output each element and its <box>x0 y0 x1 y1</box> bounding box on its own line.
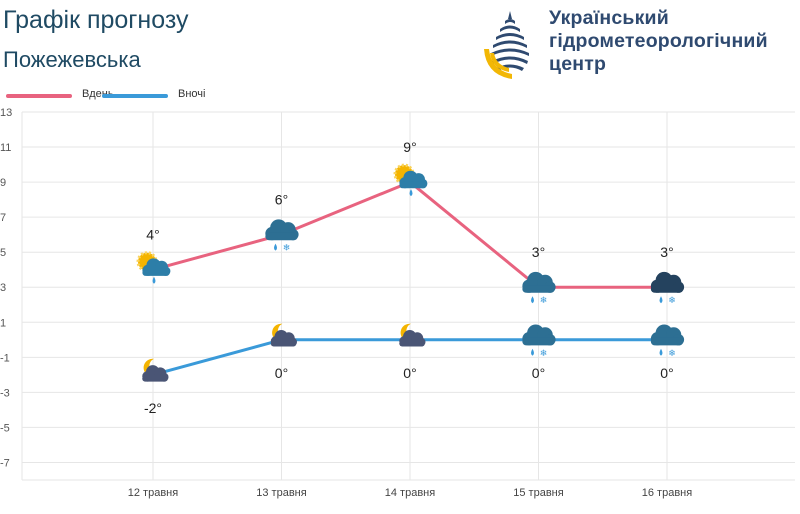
data-label-night: 0° <box>532 365 545 381</box>
svg-text:❄: ❄ <box>668 348 676 358</box>
location-name: Пожежевська <box>3 47 141 72</box>
data-label-night: 0° <box>660 365 673 381</box>
svg-text:❄: ❄ <box>540 295 548 305</box>
y-tick-label: 1 <box>0 317 6 329</box>
legend-swatch-day <box>6 94 72 98</box>
y-tick-label: 11 <box>0 142 11 154</box>
data-label-day: 6° <box>275 192 288 208</box>
y-tick-label: 7 <box>0 212 6 224</box>
y-tick-label: 9 <box>0 177 6 189</box>
moon-cloud-icon <box>270 323 297 347</box>
y-tick-label: 3 <box>0 282 6 294</box>
y-tick-label: 13 <box>0 107 12 119</box>
y-tick-label: -7 <box>0 457 10 469</box>
x-tick-label: 12 травня <box>128 487 178 499</box>
y-tick-label: -5 <box>0 422 10 434</box>
svg-text:❄: ❄ <box>283 243 291 253</box>
data-label-night: 0° <box>403 365 416 381</box>
data-label-day: 3° <box>532 244 545 260</box>
data-label-day: 4° <box>146 227 159 243</box>
brand-name: Український гідрометеорологічний центр <box>549 7 768 75</box>
chart-title: Графік прогнозу <box>3 6 189 34</box>
cloud-rain-snow-icon: ❄ <box>650 324 685 358</box>
y-tick-label: -1 <box>0 352 10 364</box>
svg-text:❄: ❄ <box>540 348 548 358</box>
cloud-rain-snow-icon: ❄ <box>522 324 556 358</box>
x-tick-label: 13 травня <box>256 487 306 499</box>
moon-cloud-icon <box>399 323 426 347</box>
sun-cloud-rain-icon <box>136 251 171 284</box>
cloud-rain-snow-icon: ❄ <box>265 219 299 253</box>
brand-block: Український гідрометеорологічний центр <box>482 6 792 81</box>
drop-logo-icon <box>484 11 529 79</box>
dark-cloud-rain-snow-icon: ❄ <box>650 271 685 305</box>
cloud-rain-snow-icon: ❄ <box>522 271 556 305</box>
y-tick-label: -3 <box>0 387 10 399</box>
moon-cloud-icon <box>142 358 169 382</box>
sun-cloud-rain-icon <box>393 163 428 197</box>
data-label-day: 9° <box>403 139 416 155</box>
legend-label-night: Вночі <box>178 88 206 100</box>
data-label-night: -2° <box>144 400 162 416</box>
y-tick-label: 5 <box>0 247 6 259</box>
data-label-day: 3° <box>660 244 673 260</box>
x-tick-label: 14 травня <box>385 487 435 499</box>
legend-swatch-night <box>102 94 168 98</box>
svg-text:❄: ❄ <box>668 295 676 305</box>
x-tick-label: 15 травня <box>513 487 563 499</box>
x-tick-label: 16 травня <box>642 487 692 499</box>
data-label-night: 0° <box>275 365 288 381</box>
